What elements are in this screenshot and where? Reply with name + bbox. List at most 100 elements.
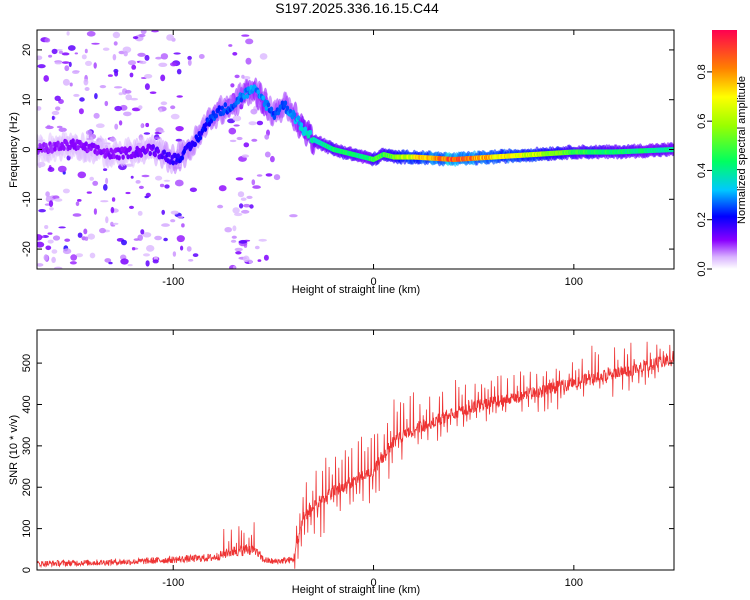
noise-blob xyxy=(188,259,194,262)
noise-blob xyxy=(245,38,254,45)
noise-blob xyxy=(145,192,151,198)
noise-blob xyxy=(160,101,168,106)
noise-blob xyxy=(160,74,166,82)
noise-blob xyxy=(45,245,52,251)
noise-blob xyxy=(86,191,92,194)
noise-blob xyxy=(54,266,63,269)
noise-blob xyxy=(110,206,115,214)
noise-blob xyxy=(69,261,77,265)
noise-blob xyxy=(85,60,92,66)
noise-blob xyxy=(73,93,80,97)
noise-blob xyxy=(232,207,240,214)
ridge-core xyxy=(71,138,75,144)
ridge-core xyxy=(162,149,166,155)
ridge-core xyxy=(139,152,143,158)
noise-blob xyxy=(118,120,123,126)
noise-blob xyxy=(141,174,150,178)
noise-blob xyxy=(149,91,157,94)
snr-y-axis-title: SNR (10 * v/v) xyxy=(8,415,20,485)
noise-blob xyxy=(164,184,170,189)
noise-blob xyxy=(112,54,117,61)
colorbar-label: Normalized spectral amplitude xyxy=(736,76,748,224)
noise-blob xyxy=(224,227,232,233)
noise-blob xyxy=(158,62,168,67)
noise-blob xyxy=(256,120,264,126)
ridge-core xyxy=(214,113,219,119)
snr-series-line xyxy=(37,341,674,569)
x-tick-label: -100 xyxy=(162,276,184,288)
noise-blob xyxy=(241,34,250,37)
noise-blob xyxy=(235,251,242,255)
noise-blob xyxy=(229,139,237,143)
noise-blob xyxy=(172,251,177,257)
noise-blob xyxy=(66,31,70,36)
noise-blob xyxy=(111,197,116,202)
noise-blob xyxy=(132,36,139,40)
noise-blob xyxy=(257,259,262,262)
noise-blob xyxy=(228,127,237,135)
noise-blob xyxy=(289,214,298,218)
noise-blob xyxy=(44,37,51,43)
y-tick-label: 200 xyxy=(21,478,33,496)
noise-blob xyxy=(37,241,45,248)
noise-blob xyxy=(120,258,129,265)
noise-blob xyxy=(238,240,248,244)
y-tick-label: 10 xyxy=(21,94,33,106)
noise-blob xyxy=(95,123,105,128)
noise-blob xyxy=(89,252,96,259)
noise-blob xyxy=(72,70,80,73)
noise-blob xyxy=(62,248,72,255)
noise-blob xyxy=(180,245,184,251)
noise-blob xyxy=(72,213,82,217)
ridge-core xyxy=(261,95,266,101)
noise-blob xyxy=(54,61,62,65)
noise-blob xyxy=(145,260,150,267)
noise-blob xyxy=(130,175,134,179)
x-tick-label: 100 xyxy=(565,276,583,288)
noise-blob xyxy=(107,74,113,77)
noise-blob xyxy=(118,50,125,55)
noise-blob xyxy=(131,247,136,251)
noise-blob xyxy=(113,222,119,225)
noise-blob xyxy=(83,228,88,235)
noise-blob xyxy=(252,185,261,189)
noise-blob xyxy=(69,82,73,87)
noise-blob xyxy=(56,125,63,129)
noise-blob xyxy=(43,75,49,82)
ridge-core xyxy=(96,144,100,150)
spectrogram-y-axis-title: Frequency (Hz) xyxy=(8,112,20,188)
noise-blob xyxy=(92,180,99,186)
noise-blob xyxy=(68,61,72,68)
noise-blob xyxy=(94,93,98,100)
noise-blob xyxy=(131,107,141,112)
y-tick-label: 400 xyxy=(21,395,33,413)
colorbar-tick-label: 0.4 xyxy=(696,163,708,178)
y-tick-label: -10 xyxy=(21,191,33,207)
noise-blob xyxy=(47,167,55,172)
ridge-core xyxy=(117,155,121,161)
noise-blob xyxy=(93,112,100,119)
noise-blob xyxy=(125,191,131,195)
noise-blob xyxy=(48,200,54,208)
noise-blob xyxy=(135,180,141,184)
noise-blob xyxy=(77,199,82,202)
ridge-core xyxy=(198,135,203,141)
noise-blob xyxy=(176,235,185,243)
noise-blob xyxy=(140,229,145,235)
noise-blob xyxy=(161,209,165,215)
noise-blob xyxy=(114,71,119,77)
noise-blob xyxy=(47,232,53,235)
noise-blob xyxy=(138,185,144,189)
noise-blob xyxy=(103,168,108,172)
x-tick-label: 0 xyxy=(370,577,376,589)
noise-blob xyxy=(170,113,180,120)
noise-blob xyxy=(217,204,224,209)
noise-blob xyxy=(48,54,53,58)
ridge-core xyxy=(62,145,66,151)
noise-blob xyxy=(236,136,243,141)
y-tick-label: 500 xyxy=(21,354,33,372)
noise-blob xyxy=(241,154,249,158)
noise-blob xyxy=(138,105,143,110)
noise-blob xyxy=(93,208,97,215)
noise-blob xyxy=(239,203,244,209)
